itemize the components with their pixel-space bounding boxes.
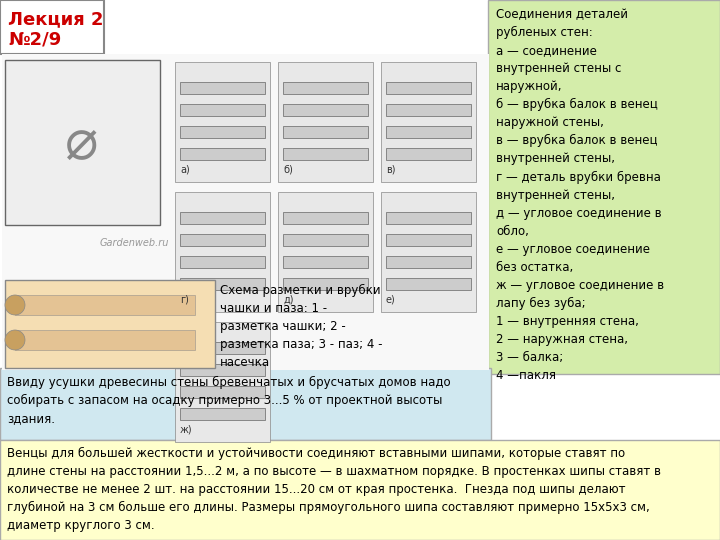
Bar: [175, 192, 270, 312]
Bar: [180, 408, 265, 420]
Bar: [386, 234, 471, 246]
Text: Лекция 2
№2/9: Лекция 2 №2/9: [8, 10, 104, 49]
Bar: [180, 278, 265, 290]
FancyBboxPatch shape: [2, 54, 489, 370]
Bar: [15, 330, 195, 350]
Text: д): д): [283, 294, 294, 304]
FancyBboxPatch shape: [0, 368, 491, 440]
Bar: [386, 256, 471, 268]
FancyBboxPatch shape: [488, 0, 720, 374]
Text: б): б): [283, 164, 293, 174]
Bar: [15, 295, 195, 315]
Bar: [278, 192, 373, 312]
Ellipse shape: [5, 295, 25, 315]
Bar: [180, 364, 265, 376]
Bar: [180, 234, 265, 246]
Text: Gardenweb.ru: Gardenweb.ru: [100, 238, 169, 248]
Bar: [180, 126, 265, 138]
Ellipse shape: [5, 330, 25, 350]
Text: Соединения деталей
рубленых стен:
а — соединение
внутренней стены с
наружной,
б : Соединения деталей рубленых стен: а — со…: [496, 8, 664, 382]
Text: Ввиду усушки древесины стены бревенчатых и брусчатых домов надо
собирать с запас: Ввиду усушки древесины стены бревенчатых…: [7, 376, 451, 425]
Bar: [180, 82, 265, 94]
Bar: [386, 104, 471, 116]
Bar: [381, 192, 476, 312]
Text: Венцы для большей жесткости и устойчивости соединяют вставными шипами, которые с: Венцы для большей жесткости и устойчивос…: [7, 447, 661, 532]
Bar: [283, 126, 368, 138]
Bar: [381, 62, 476, 182]
Text: в): в): [386, 164, 395, 174]
Bar: [180, 148, 265, 160]
Bar: [180, 342, 265, 354]
Bar: [283, 256, 368, 268]
Bar: [278, 62, 373, 182]
Text: а): а): [180, 164, 190, 174]
FancyBboxPatch shape: [0, 440, 720, 540]
FancyBboxPatch shape: [0, 0, 104, 54]
Bar: [283, 234, 368, 246]
Bar: [5, 60, 160, 225]
Bar: [386, 126, 471, 138]
Bar: [180, 212, 265, 224]
Bar: [283, 212, 368, 224]
Text: ж): ж): [180, 424, 193, 434]
Text: е): е): [386, 294, 396, 304]
Bar: [175, 322, 270, 442]
Bar: [386, 278, 471, 290]
Bar: [283, 82, 368, 94]
Bar: [283, 278, 368, 290]
Bar: [283, 148, 368, 160]
Text: г): г): [180, 294, 189, 304]
Bar: [386, 82, 471, 94]
Bar: [386, 148, 471, 160]
Bar: [180, 256, 265, 268]
Bar: [386, 212, 471, 224]
Bar: [5, 280, 215, 368]
Bar: [180, 104, 265, 116]
Text: Схема разметки и врубки
чашки и паза: 1 -
разметка чашки; 2 -
разметка паза; 3 -: Схема разметки и врубки чашки и паза: 1 …: [220, 284, 382, 369]
Bar: [283, 104, 368, 116]
Text: ⌀: ⌀: [66, 118, 99, 172]
FancyBboxPatch shape: [213, 276, 417, 410]
Bar: [180, 386, 265, 398]
Bar: [175, 62, 270, 182]
